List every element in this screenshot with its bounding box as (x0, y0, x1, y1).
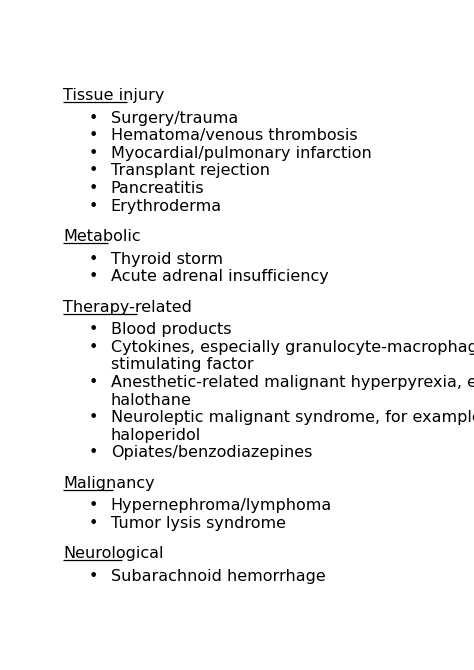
Text: Subarachnoid hemorrhage: Subarachnoid hemorrhage (110, 569, 326, 584)
Text: Cytokines, especially granulocyte-macrophage colony: Cytokines, especially granulocyte-macrop… (110, 340, 474, 355)
Text: Acute adrenal insufficiency: Acute adrenal insufficiency (110, 269, 328, 284)
Text: •: • (89, 375, 98, 390)
Text: Anesthetic-related malignant hyperpyrexia, especially: Anesthetic-related malignant hyperpyrexi… (110, 375, 474, 390)
Text: •: • (89, 181, 98, 196)
Text: Hypernephroma/lymphoma: Hypernephroma/lymphoma (110, 498, 332, 513)
Text: Tissue injury: Tissue injury (63, 88, 164, 103)
Text: •: • (89, 111, 98, 126)
Text: •: • (89, 322, 98, 338)
Text: Surgery/trauma: Surgery/trauma (110, 111, 238, 126)
Text: Myocardial/pulmonary infarction: Myocardial/pulmonary infarction (110, 146, 372, 161)
Text: •: • (89, 498, 98, 513)
Text: •: • (89, 198, 98, 214)
Text: Thyroid storm: Thyroid storm (110, 252, 223, 267)
Text: •: • (89, 163, 98, 178)
Text: Malignancy: Malignancy (63, 476, 155, 490)
Text: •: • (89, 410, 98, 425)
Text: Neurological: Neurological (63, 546, 164, 561)
Text: Hematoma/venous thrombosis: Hematoma/venous thrombosis (110, 129, 357, 143)
Text: Metabolic: Metabolic (63, 229, 141, 244)
Text: •: • (89, 569, 98, 584)
Text: Transplant rejection: Transplant rejection (110, 163, 270, 178)
Text: •: • (89, 129, 98, 143)
Text: halothane: halothane (110, 393, 191, 407)
Text: Tumor lysis syndrome: Tumor lysis syndrome (110, 516, 286, 531)
Text: •: • (89, 269, 98, 284)
Text: Therapy-related: Therapy-related (63, 299, 192, 315)
Text: Neuroleptic malignant syndrome, for example, caused by: Neuroleptic malignant syndrome, for exam… (110, 410, 474, 425)
Text: Blood products: Blood products (110, 322, 231, 338)
Text: •: • (89, 516, 98, 531)
Text: haloperidol: haloperidol (110, 427, 201, 443)
Text: stimulating factor: stimulating factor (110, 357, 253, 373)
Text: •: • (89, 252, 98, 267)
Text: Opiates/benzodiazepines: Opiates/benzodiazepines (110, 445, 312, 460)
Text: Pancreatitis: Pancreatitis (110, 181, 204, 196)
Text: Erythroderma: Erythroderma (110, 198, 222, 214)
Text: •: • (89, 146, 98, 161)
Text: •: • (89, 445, 98, 460)
Text: •: • (89, 340, 98, 355)
